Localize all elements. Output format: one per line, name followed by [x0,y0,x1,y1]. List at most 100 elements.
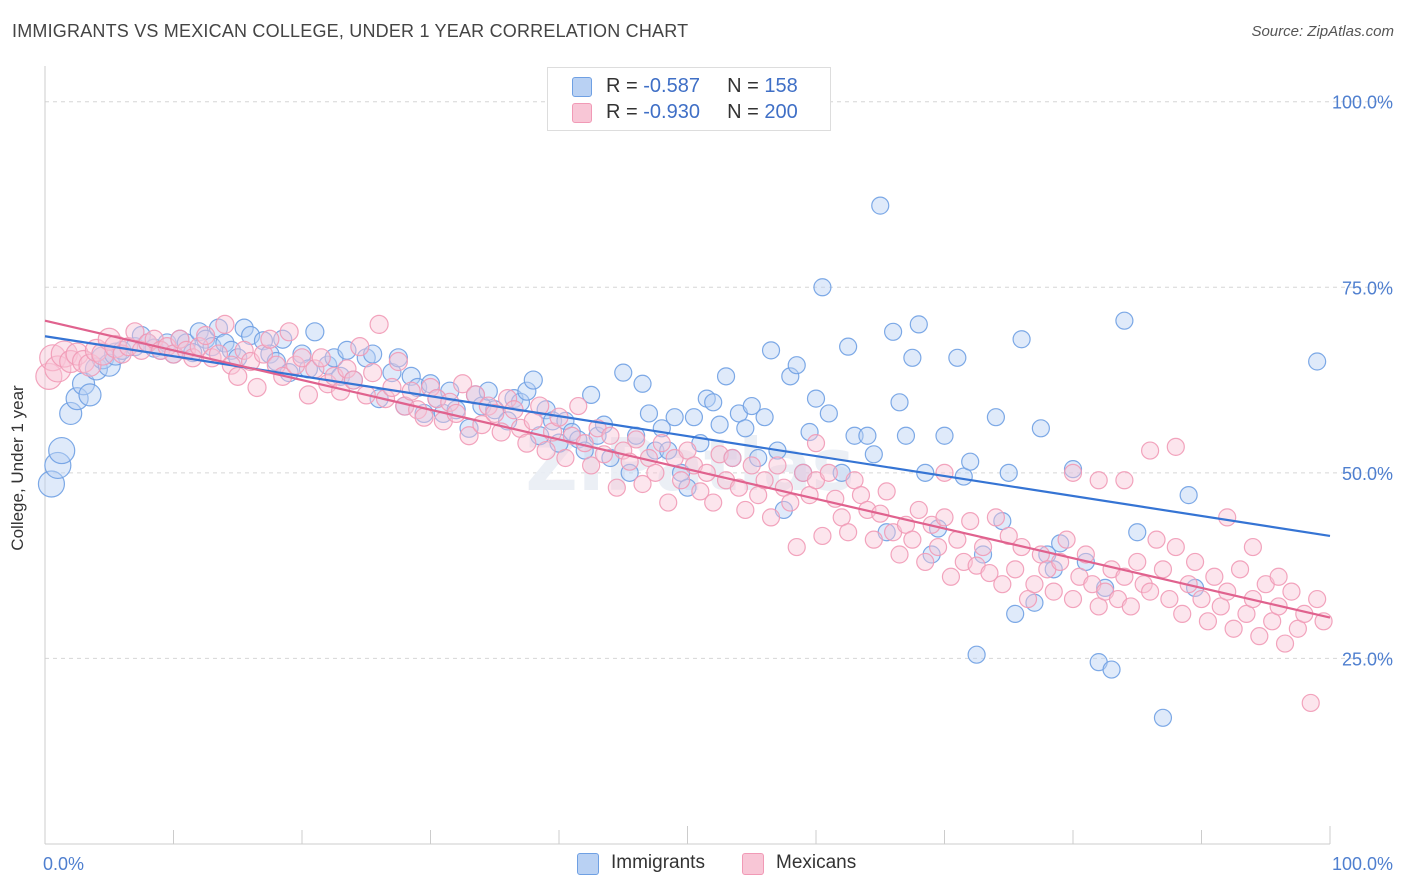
grid-lines [45,101,1392,659]
data-point [691,482,710,501]
data-point [710,415,729,434]
data-point [1185,552,1205,572]
legend-r-value: -0.930 [643,101,700,123]
data-point [91,342,115,366]
data-point [59,401,83,426]
data-point [961,511,980,531]
data-point [646,463,665,482]
data-point [864,530,883,549]
data-point [350,337,370,357]
data-point [50,340,78,368]
data-point [401,366,421,386]
data-point [607,478,626,497]
data-point [858,426,877,445]
chart-title: IMMIGRANTS VS MEXICAN COLLEGE, UNDER 1 Y… [12,21,689,41]
data-point [1173,604,1192,623]
data-point [935,463,954,482]
data-point [1076,545,1095,564]
data-point [569,396,588,416]
data-point [1269,567,1288,586]
data-point [813,526,832,546]
data-point [883,322,903,341]
data-point [536,440,556,461]
data-point [510,392,531,412]
data-point [601,426,620,445]
data-point [626,430,646,449]
data-point [935,426,954,445]
data-point [633,374,652,393]
data-point [787,356,806,375]
data-point [1063,589,1083,609]
data-point [234,340,254,360]
data-point [369,314,389,334]
source-label: Source: ZipAtlas.com [1251,23,1394,40]
data-point [1044,560,1063,579]
data-point [864,445,883,464]
data-point [967,645,986,664]
data-point [1006,604,1025,623]
data-point [813,278,832,297]
data-point [337,359,357,379]
y-tick-label: 25.0% [1342,649,1393,669]
data-point [806,434,826,453]
data-point [1140,441,1160,460]
data-point [44,355,72,383]
data-point [65,387,89,411]
data-point [614,363,633,382]
tick-labels: 25.0% 50.0% 75.0% 100.0% 0.0% 100.0% [43,93,1393,874]
data-point [928,537,948,557]
data-point [530,396,550,416]
data-point [78,383,102,407]
data-point [523,370,543,390]
data-point [768,456,787,475]
data-point [671,471,691,490]
data-point [639,404,659,423]
data-point [871,196,890,215]
data-point [228,366,248,386]
data-point [35,362,63,390]
data-point [755,471,774,490]
data-point [1147,530,1166,549]
data-point [1006,560,1025,579]
data-point [1198,612,1218,631]
data-point [1250,627,1269,646]
data-point [234,318,254,338]
data-point [1153,560,1173,579]
data-point [170,329,190,349]
data-point [1166,437,1185,456]
data-point [819,404,838,423]
data-point [1275,634,1295,653]
data-point [819,463,838,482]
data-point [633,474,652,494]
data-point [909,500,928,520]
trend-lines [44,319,1331,619]
data-point [723,448,742,468]
data-point [1179,486,1198,505]
data-point [659,493,678,512]
data-point [993,575,1012,594]
legend-n-label: N = [727,75,765,97]
data-point [890,545,909,564]
data-point [909,315,928,334]
data-point [260,344,280,364]
data-point [292,348,312,368]
data-point [1057,530,1076,549]
data-point [1243,537,1263,557]
data-point [298,385,319,405]
data-point [999,463,1018,482]
data-point [1115,567,1134,586]
data-point [59,349,83,374]
legend-r-label: R = [606,101,644,123]
data-point [517,433,537,453]
data-point [311,348,331,368]
data-point [1128,523,1147,542]
correlation-legend: R = -0.587 N = 158 R = -0.930 N = 200 [547,67,831,131]
legend-n-value: 200 [764,101,798,123]
bottom-legend-label-immigrants: Immigrants [611,852,705,873]
data-point [839,337,858,356]
data-point [839,523,858,542]
data-point [845,426,864,445]
data-point [1012,330,1031,349]
legend-r-value: -0.587 [643,75,700,97]
x-tick-label: 100.0% [1332,854,1393,874]
